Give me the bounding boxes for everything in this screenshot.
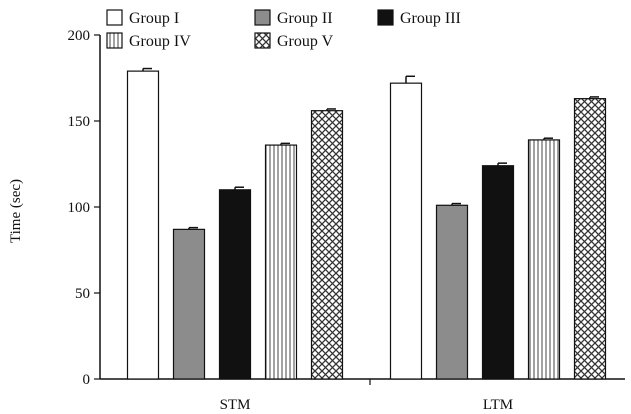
y-tick-label: 200: [68, 28, 91, 44]
legend-swatch-group-iii: [377, 9, 394, 26]
y-tick-label: 100: [68, 200, 91, 216]
legend-label-group-v: Group V: [277, 33, 334, 50]
y-tick-label: 50: [75, 286, 90, 302]
bar-group-iv-stm: [264, 144, 298, 380]
bar-group-v-stm: [310, 110, 344, 380]
bar-group-iv-ltm: [527, 139, 561, 380]
x-tick-label-ltm: LTM: [483, 397, 513, 413]
legend-swatch-group-v: [254, 32, 271, 49]
legend-swatch-group-ii: [254, 9, 271, 26]
y-tick-label: 0: [83, 372, 91, 388]
bar-group-i-stm: [126, 70, 160, 380]
x-tick-label-stm: STM: [220, 397, 251, 413]
legend-label-group-iv: Group IV: [129, 33, 191, 50]
bar-group-iii-ltm: [481, 165, 515, 380]
legend-swatch-group-iv: [106, 32, 123, 49]
y-tick-label: 150: [68, 114, 91, 130]
legend-label-group-iii: Group III: [400, 10, 461, 27]
bar-group-ii-ltm: [435, 204, 469, 380]
legend-label-group-i: Group I: [129, 10, 179, 27]
legend-label-group-ii: Group II: [277, 10, 333, 27]
legend-swatch-group-i: [106, 9, 123, 26]
bars: [126, 67, 607, 380]
bar-group-i-ltm: [389, 82, 423, 380]
bar-group-iii-stm: [218, 189, 252, 380]
y-axis-label: Time (sec): [8, 179, 24, 243]
bar-group-ii-stm: [172, 228, 206, 380]
bar-group-v-ltm: [573, 98, 607, 380]
legend: Group I Group II Group III Group IV Group V: [106, 9, 461, 50]
